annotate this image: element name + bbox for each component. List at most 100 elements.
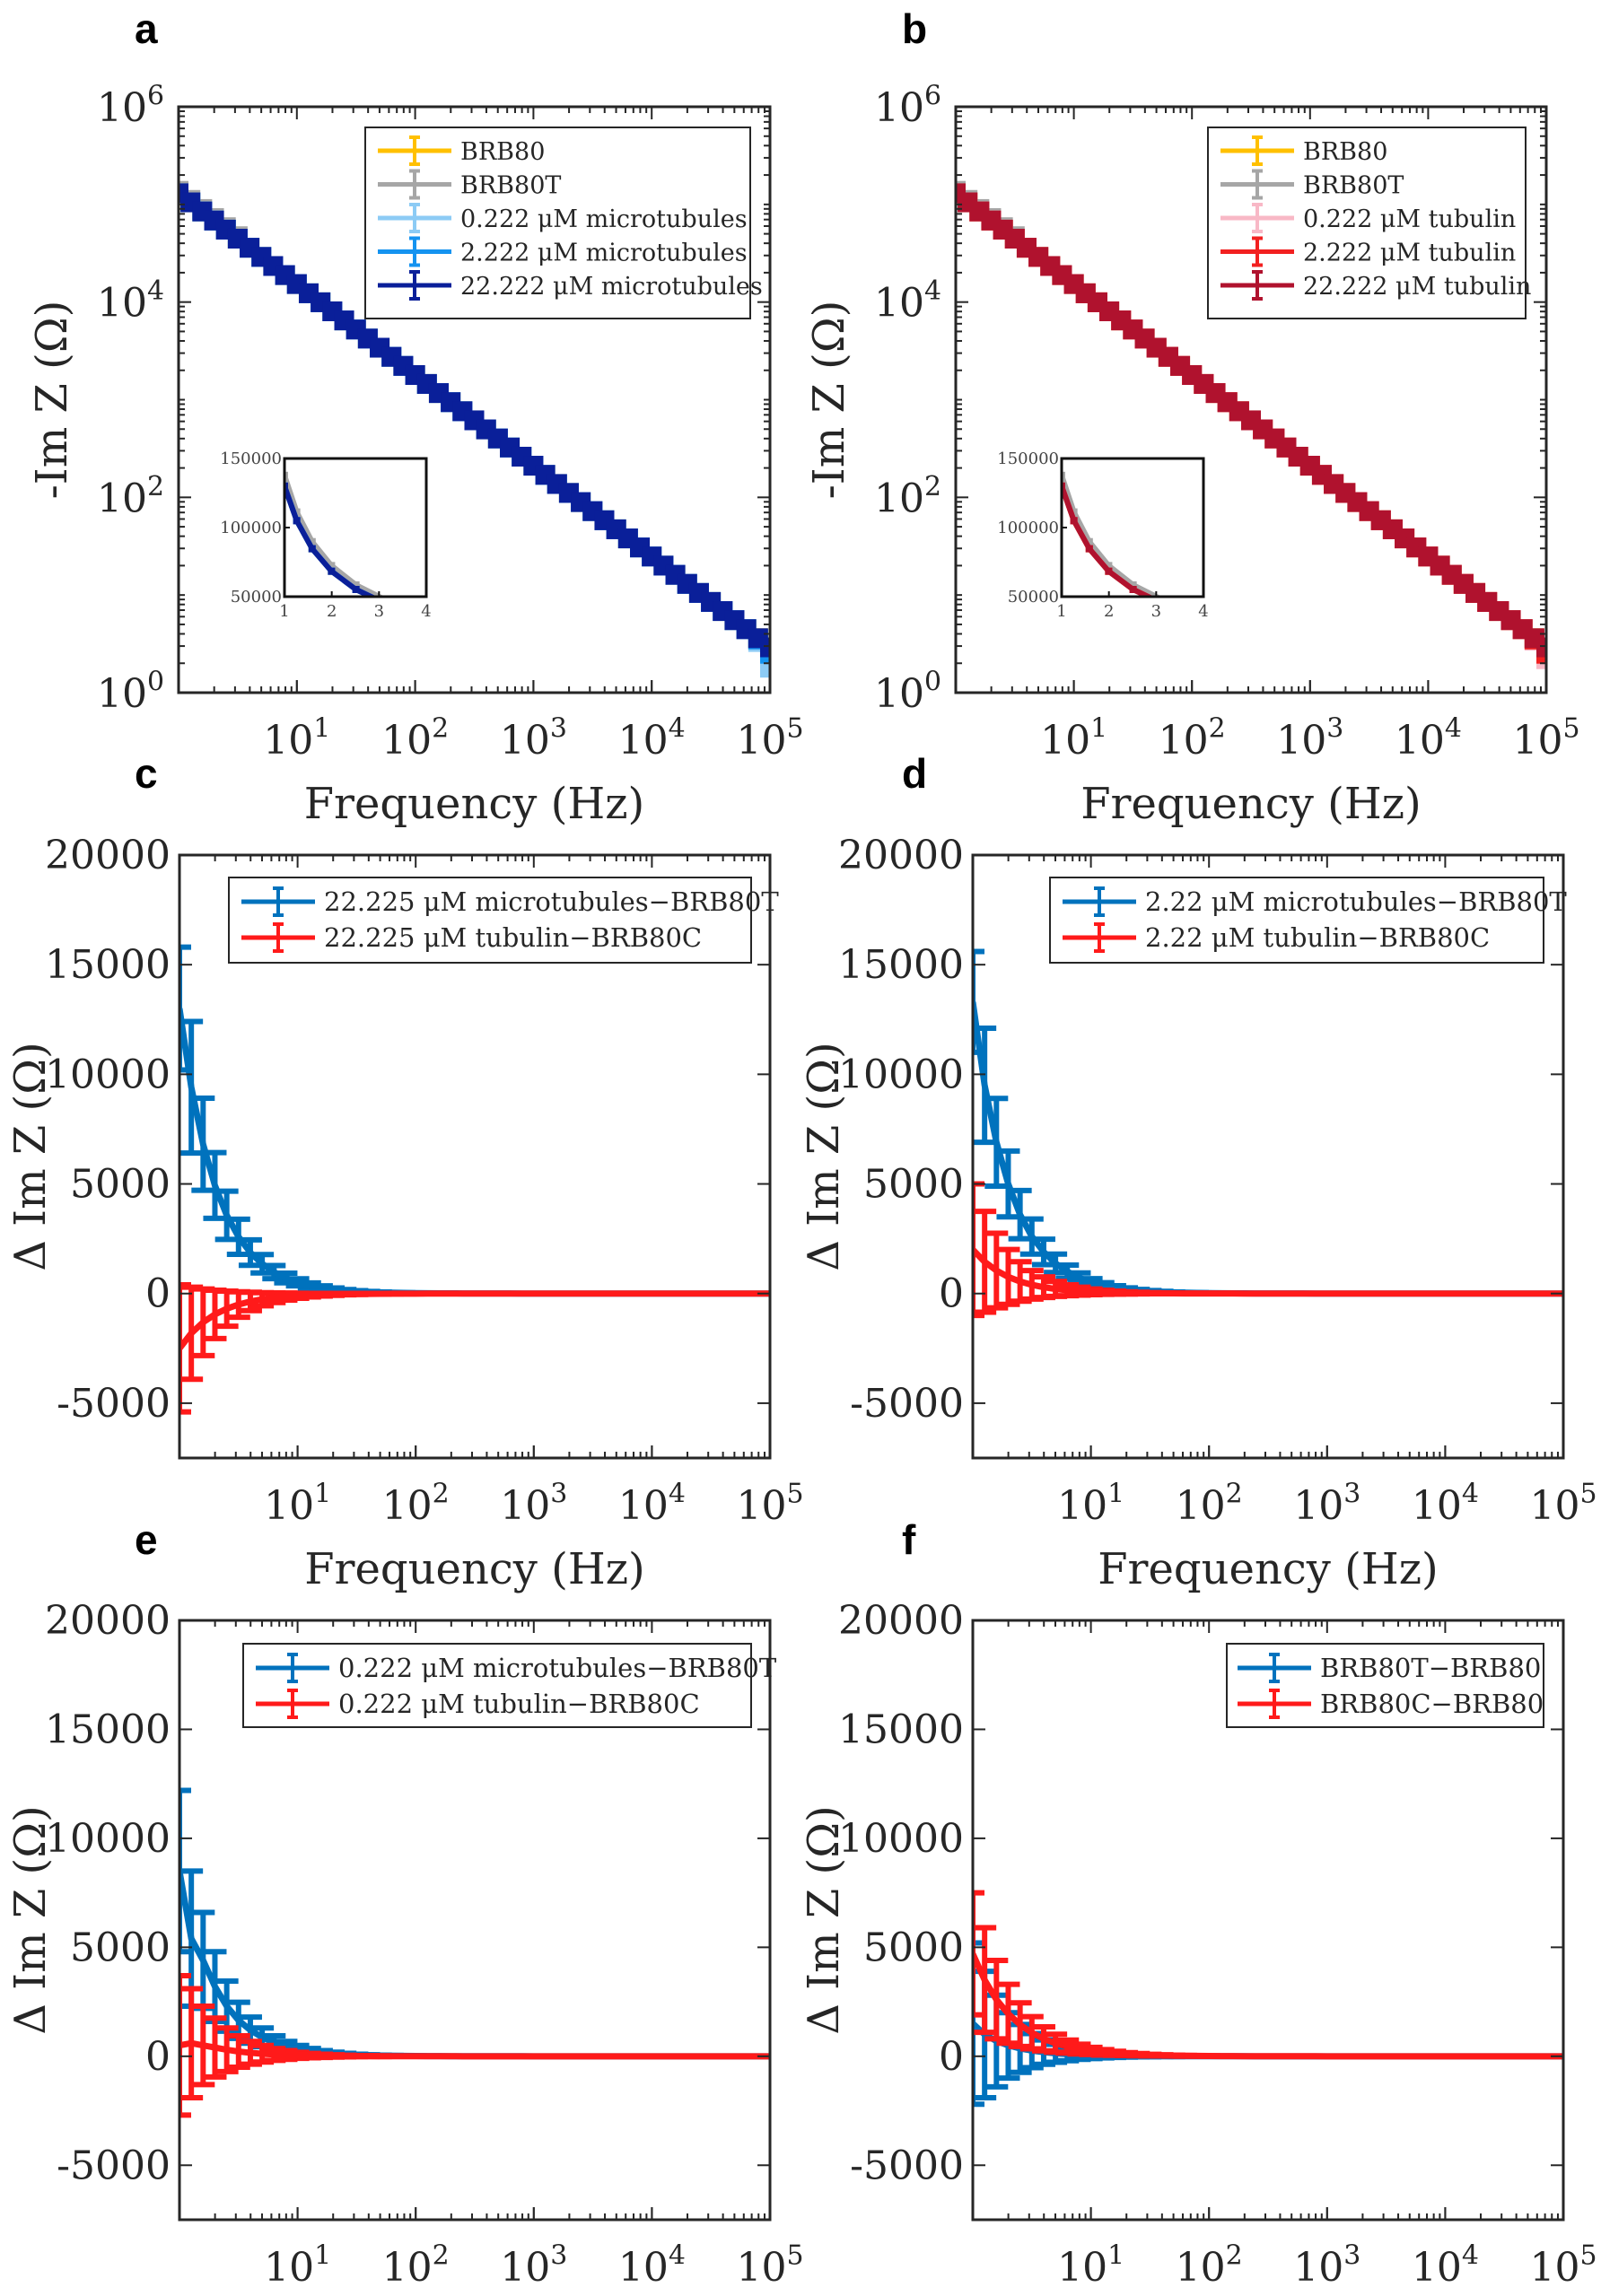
legend-label: 0.222 μM tubulin−BRB80C <box>338 1689 700 1719</box>
inset-data-point <box>1062 471 1065 479</box>
legend-label: 0.222 μM microtubules−BRB80T <box>338 1653 777 1683</box>
legend-box <box>1226 1643 1544 1728</box>
legend-label: 22.225 μM tubulin−BRB80C <box>324 922 702 953</box>
plot-area <box>973 948 1563 1319</box>
y-tick-label: 15000 <box>45 942 171 988</box>
plot-area <box>956 180 1546 669</box>
panel-label: b <box>902 5 927 52</box>
legend-item: BRB80 <box>378 135 545 166</box>
x-tick-label: 104 <box>1395 713 1462 764</box>
x-tick-label: 101 <box>1040 713 1107 764</box>
inset-data-point <box>352 585 360 593</box>
x-tick-label: 104 <box>1412 2240 1479 2291</box>
panel-b: b 101 102 103 104 105 100 102 104 106 Frequency (H… <box>804 5 1580 829</box>
inset-y-tick-label: 50000 <box>1008 588 1059 607</box>
axes-box <box>178 853 772 1460</box>
y-tick-label: 102 <box>874 471 941 521</box>
legend: BRB80T−BRB80 BRB80C−BRB80 <box>1226 1643 1544 1728</box>
x-tick-label: 101 <box>264 2240 331 2291</box>
legend: 22.225 μM microtubules−BRB80T 22.225 μM t… <box>228 877 779 964</box>
y-axis-label: -Im Z (Ω) <box>804 301 854 500</box>
inset-data-point <box>1105 562 1113 570</box>
legend-label: BRB80 <box>1303 138 1387 166</box>
inset-data-point <box>1160 600 1168 607</box>
inset-data-point <box>1105 567 1113 575</box>
x-tick-label: 103 <box>1293 2240 1360 2291</box>
y-tick-label: 100 <box>874 667 941 717</box>
y-tick-label: 100 <box>97 667 164 717</box>
panel-a: a 101 102 103 104 105 100 102 104 106 Frequency (H… <box>27 5 804 829</box>
data-point <box>760 658 770 678</box>
x-tick-label: 103 <box>1293 1479 1360 1529</box>
series-line <box>179 1008 770 1297</box>
legend: BRB80 BRB80T 0.222 μM tubulin 2.222 μM tubu… <box>1207 127 1531 319</box>
panel-d: d 101 102 103 104 105 20000 15000 10000 5000 0 -500… <box>799 750 1597 1594</box>
axes-box <box>971 853 1565 1460</box>
y-tick-label: 10000 <box>838 1816 964 1862</box>
legend-box <box>242 1643 752 1728</box>
inset-x-tick-label: 4 <box>421 602 431 621</box>
x-tick-label: 105 <box>736 2240 803 2291</box>
y-axis-label: Δ Im Z (Ω) <box>5 1805 56 2035</box>
legend-item: BRB80C−BRB80 <box>1238 1689 1544 1719</box>
x-tick-label: 102 <box>1176 1479 1243 1529</box>
x-axis-label: Frequency (Hz) <box>1098 1544 1438 1594</box>
x-axis-label: Frequency (Hz) <box>304 779 644 829</box>
inset-x-tick-label: 3 <box>1151 602 1161 621</box>
y-tick-label: 20000 <box>838 1598 964 1644</box>
legend-item: 2.222 μM tubulin <box>1220 236 1516 267</box>
x-tick-label: 103 <box>500 1479 567 1529</box>
legend-label: 2.22 μM microtubules−BRB80T <box>1145 886 1567 917</box>
x-tick-label: 101 <box>1057 2240 1124 2291</box>
legend-item: 22.222 μM tubulin <box>1220 270 1531 301</box>
panel-label: d <box>902 750 927 797</box>
series-0 <box>973 948 1563 1297</box>
panel-label: f <box>902 1516 916 1563</box>
series-0 <box>179 1787 770 2060</box>
data-point <box>1536 637 1546 658</box>
x-tick-label: 105 <box>736 1479 803 1529</box>
y-tick-label: 102 <box>97 471 164 521</box>
series-line <box>179 2039 770 2060</box>
x-tick-label: 102 <box>382 1479 450 1529</box>
y-tick-label: 5000 <box>863 1162 964 1208</box>
legend-label: 2.222 μM tubulin <box>1303 240 1516 267</box>
legend-item: 22.222 μM microtubules <box>378 270 763 301</box>
x-tick-label: 104 <box>618 2240 686 2291</box>
inset-data-point <box>1070 508 1078 516</box>
inset-data-point <box>1062 482 1065 490</box>
inset-data-point <box>1085 545 1093 553</box>
axes-box <box>971 1619 1565 2222</box>
panel-label: a <box>135 5 158 52</box>
legend-label: BRB80 <box>460 138 545 166</box>
inset-data-point <box>293 508 301 516</box>
inset-x-tick-label: 1 <box>279 602 289 621</box>
legend-label: 2.222 μM microtubules <box>460 240 748 267</box>
x-axis-label: Frequency (Hz) <box>1080 779 1421 829</box>
x-tick-label: 101 <box>263 713 330 764</box>
y-tick-label: 15000 <box>838 942 964 988</box>
panel-e: e 101 102 103 104 105 20000 15000 10000 5000 0 -500… <box>5 1516 804 2291</box>
x-tick-label: 103 <box>1276 713 1343 764</box>
x-tick-label: 102 <box>1176 2240 1243 2291</box>
plot-area <box>973 1890 1563 2108</box>
y-tick-label: 10000 <box>838 1052 964 1097</box>
inset-data-point <box>383 600 390 607</box>
legend: 0.222 μM microtubules−BRB80T 0.222 μM tub… <box>242 1643 777 1728</box>
panel-f: f 101 102 103 104 105 20000 15000 10000 5000 0 -500… <box>799 1516 1597 2291</box>
inset-y-tick-label: 100000 <box>220 519 282 537</box>
y-tick-label: -5000 <box>850 2143 964 2188</box>
inset-data-point <box>328 567 336 575</box>
series-0 <box>179 944 770 1297</box>
y-tick-label: 15000 <box>838 1707 964 1752</box>
legend-item: 2.22 μM microtubules−BRB80T <box>1063 886 1567 917</box>
series-line <box>973 1952 1563 2060</box>
legend-label: 0.222 μM microtubules <box>460 205 748 233</box>
inset-data-point <box>383 600 390 607</box>
x-tick-label: 103 <box>500 713 567 764</box>
series-1 <box>179 1972 770 2118</box>
inset-x-tick-label: 1 <box>1056 602 1066 621</box>
series-4 <box>956 183 1546 658</box>
legend-item: BRB80T−BRB80 <box>1238 1653 1541 1683</box>
inset-x-tick-label: 2 <box>1104 602 1114 621</box>
